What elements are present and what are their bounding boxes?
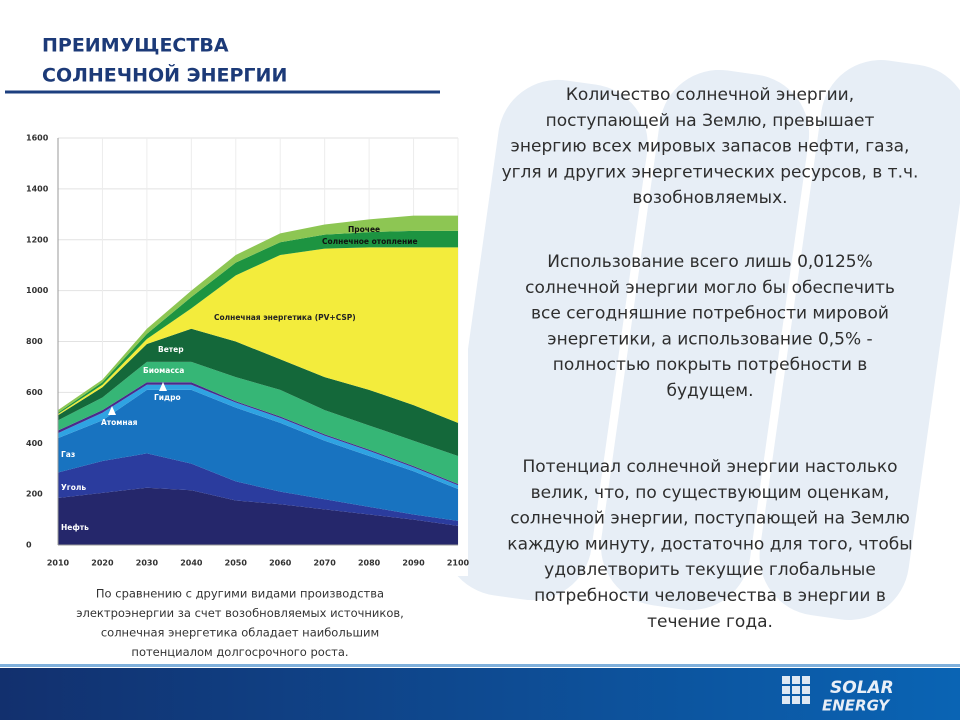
pointer bbox=[108, 406, 116, 415]
paragraph-line: Потенциал солнечной энергии настолько bbox=[522, 457, 897, 477]
logo-text: ENERGY bbox=[822, 697, 891, 715]
paragraph-line: возобновляемых. bbox=[632, 188, 787, 208]
series-label: Солнечное отопление bbox=[322, 237, 418, 246]
area bbox=[58, 328, 458, 456]
area bbox=[58, 487, 458, 545]
area bbox=[58, 389, 458, 521]
series-label: Атомная bbox=[101, 418, 138, 427]
x-tick-label: 2050 bbox=[225, 559, 248, 568]
series-label: Газ bbox=[61, 450, 75, 459]
y-tick-label: 1400 bbox=[26, 184, 49, 193]
y-tick-label: 800 bbox=[26, 337, 43, 346]
series-label: Биомасса bbox=[143, 366, 184, 375]
paragraph-line: все сегодняшние потребности мировой bbox=[531, 304, 889, 324]
y-tick-label: 600 bbox=[26, 388, 43, 397]
y-tick-label: 1600 bbox=[26, 134, 49, 143]
paragraph-line: течение года. bbox=[647, 612, 773, 632]
paragraph-line: энергетики, а использование 0,5% - bbox=[547, 329, 872, 349]
paragraph-line: будущем. bbox=[666, 381, 753, 401]
paragraph-line: потребности человечества в энергии в bbox=[534, 586, 886, 606]
x-tick-label: 2080 bbox=[358, 559, 381, 568]
x-tick-label: 2010 bbox=[47, 559, 70, 568]
series-label: Солнечная энергетика (PV+CSP) bbox=[214, 313, 356, 322]
background-shapes bbox=[442, 60, 960, 620]
paragraph-line: Количество солнечной энергии, bbox=[566, 85, 854, 105]
series-label: Нефть bbox=[61, 523, 89, 532]
caption-line: По сравнению с другими видами производст… bbox=[96, 587, 384, 601]
logo-mark bbox=[782, 676, 810, 704]
footer-line bbox=[0, 664, 960, 667]
area bbox=[58, 453, 458, 526]
paragraph-line: Использование всего лишь 0,0125% bbox=[547, 252, 872, 272]
title: ПРЕИМУЩЕСТВА bbox=[42, 35, 229, 57]
area bbox=[58, 361, 458, 484]
y-tick-label: 200 bbox=[26, 490, 43, 499]
y-tick-label: 0 bbox=[26, 541, 32, 550]
paragraph-line: солнечной энергии, поступающей на Землю bbox=[510, 509, 910, 529]
caption-line: солнечная энергетика обладает наибольшим bbox=[101, 626, 379, 640]
title: СОЛНЕЧНОЙ ЭНЕРГИИ bbox=[42, 64, 287, 87]
paragraph-line: велик, что, по существующим оценкам, bbox=[531, 483, 890, 503]
x-tick-label: 2020 bbox=[91, 559, 114, 568]
series-label: Прочее bbox=[348, 225, 380, 234]
paragraph-line: удовлетворить текущие глобальные bbox=[544, 560, 876, 580]
x-tick-label: 2100 bbox=[447, 559, 470, 568]
caption-line: потенциалом долгосрочного роста. bbox=[131, 645, 348, 659]
series-label: Гидро bbox=[154, 393, 181, 402]
y-tick-label: 1200 bbox=[26, 235, 49, 244]
x-tick-label: 2030 bbox=[136, 559, 159, 568]
series-label: Ветер bbox=[158, 345, 184, 354]
pointer bbox=[159, 382, 167, 391]
paragraph-line: поступающей на Землю, превышает bbox=[546, 111, 875, 131]
area bbox=[58, 247, 458, 423]
footer-band bbox=[0, 668, 960, 720]
paragraph-line: солнечной энергии могло бы обеспечить bbox=[525, 278, 895, 298]
x-tick-label: 2060 bbox=[269, 559, 292, 568]
x-tick-label: 2070 bbox=[314, 559, 337, 568]
paragraph-line: угля и других энергетических ресурсов, в… bbox=[502, 162, 919, 182]
paragraph-line: полностью покрыть потребности в bbox=[553, 355, 868, 375]
series-label: Уголь bbox=[61, 483, 86, 492]
x-tick-label: 2040 bbox=[180, 559, 203, 568]
x-tick-label: 2090 bbox=[402, 559, 425, 568]
caption-line: электроэнергии за счет возобновляемых ис… bbox=[76, 606, 404, 620]
y-tick-label: 400 bbox=[26, 439, 43, 448]
logo-text: SOLAR bbox=[830, 678, 894, 698]
y-tick-label: 1000 bbox=[26, 286, 49, 295]
paragraph-line: энергию всех мировых запасов нефти, газа… bbox=[511, 137, 910, 157]
paragraph-line: каждую минуту, достаточно для того, чтоб… bbox=[507, 534, 912, 554]
